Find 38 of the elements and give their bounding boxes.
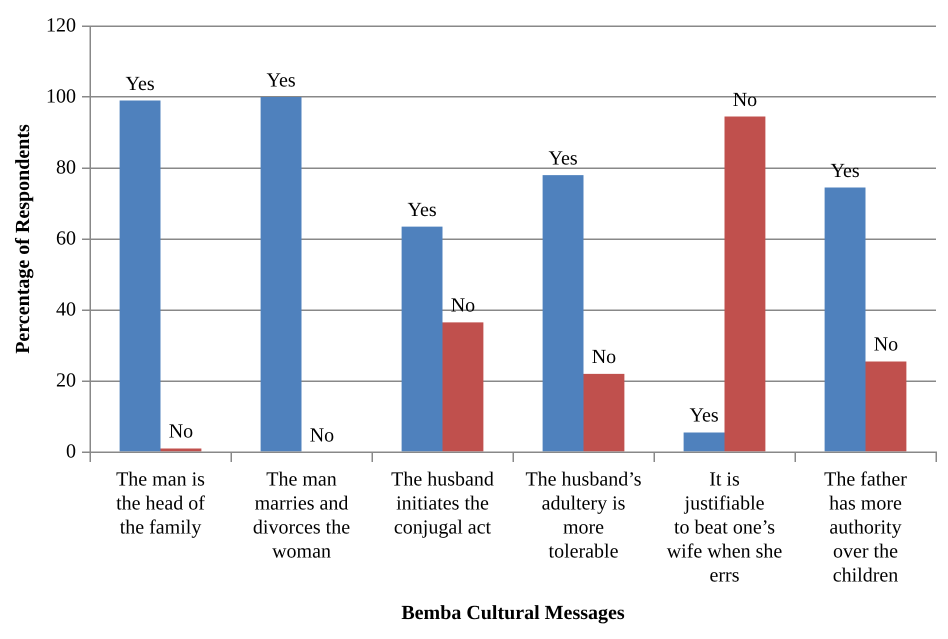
text: Yes <box>830 160 860 182</box>
x-axis-title: Bemba Cultural Messages <box>401 602 625 624</box>
text: No <box>732 88 758 111</box>
bar <box>866 361 906 452</box>
bar <box>402 226 442 452</box>
text: No <box>874 334 898 356</box>
bar <box>542 175 584 452</box>
bar <box>584 374 624 452</box>
text: No <box>592 346 616 368</box>
y-tick-label: 40 <box>56 298 76 320</box>
bar <box>260 97 302 452</box>
x-tick-label: It is justifiable to beat one’s wife when she errs <box>666 468 782 586</box>
bar <box>160 448 202 452</box>
x-tick-label: The husband’s adultery is more tolerable <box>525 468 642 562</box>
bar <box>684 432 724 452</box>
y-tick-label: 100 <box>46 85 76 108</box>
y-axis-title: Percentage of Respondents <box>12 124 34 354</box>
text: No <box>310 424 334 446</box>
x-tick-label: The man marries and divorces the woman <box>252 468 350 562</box>
y-tick-label: 60 <box>56 227 76 250</box>
y-tick-label: 0 <box>66 440 76 462</box>
x-tick-label: The father has more authority over the children <box>824 468 908 586</box>
bar <box>120 100 160 452</box>
bar <box>824 188 866 452</box>
text: No <box>450 294 476 317</box>
x-tick-label: The man is the head of the family <box>116 468 206 538</box>
text: Yes <box>690 404 719 427</box>
text: Yes <box>266 69 296 92</box>
x-tick-label: The husband initiates the conjugal act <box>391 468 494 538</box>
y-tick-label: 20 <box>56 369 76 392</box>
series-label: No <box>168 420 194 443</box>
y-tick-label: 80 <box>56 156 76 178</box>
bar <box>724 116 766 452</box>
series-label: Yes <box>126 72 155 95</box>
text: Yes <box>408 198 437 221</box>
text: Yes <box>548 147 578 170</box>
bar <box>442 322 484 452</box>
y-tick-label: 120 <box>46 14 76 36</box>
